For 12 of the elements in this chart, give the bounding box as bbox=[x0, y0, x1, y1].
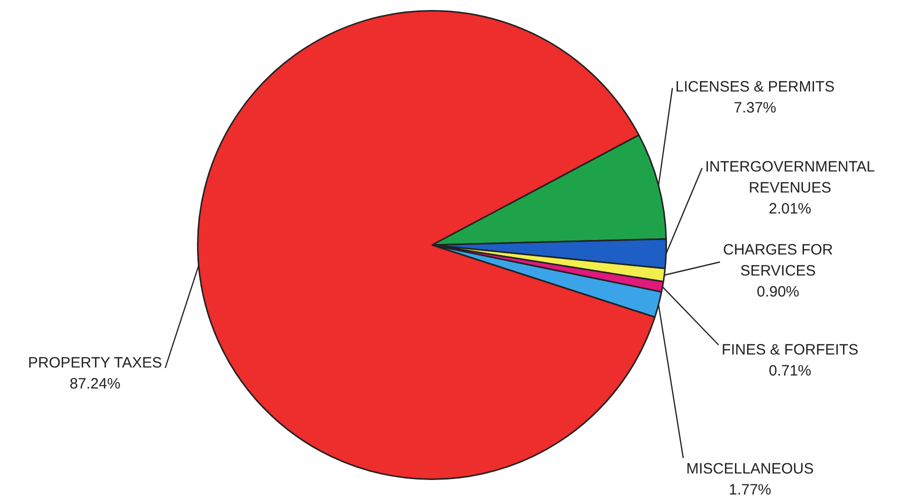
data-label: 7.37% bbox=[734, 100, 776, 117]
slice-label: INTERGOVERNMENTAL REVENUES bbox=[705, 158, 875, 197]
slice-label: PROPERTY TAXES bbox=[28, 354, 162, 372]
slice-label: FINES & FORFEITS bbox=[722, 342, 858, 359]
data-label: 1.77% bbox=[728, 482, 772, 496]
slice-label: LICENSES & PERMITS bbox=[675, 78, 835, 96]
data-label: 0.71% bbox=[768, 362, 812, 380]
data-label: 2.01% bbox=[768, 200, 812, 218]
slice-label: CHARGES FOR SERVICES bbox=[722, 242, 834, 280]
data-label: 87.24% bbox=[70, 376, 120, 393]
data-label: 0.90% bbox=[756, 284, 800, 301]
slice-label: MISCELLANEOUS bbox=[686, 460, 814, 478]
